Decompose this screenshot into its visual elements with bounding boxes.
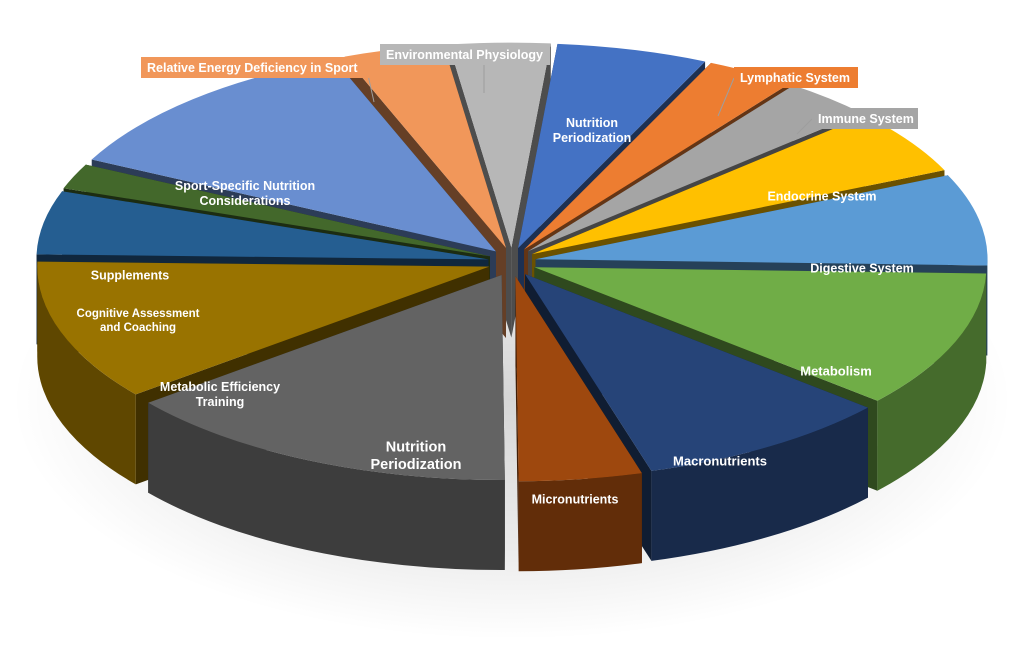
slice-label-relative-energy-deficiency-in-sport-13: Relative Energy Deficiency in Sport <box>147 61 358 75</box>
slice-label-macronutrients-6: Macronutrients <box>673 454 767 469</box>
slice-digestive-system-4 <box>535 175 988 266</box>
slice-label-nutrition-periodization-0: Nutrition Periodization <box>553 116 631 145</box>
slice-immune-system-2 <box>527 85 862 252</box>
slice-label-supplements-11: Supplements <box>91 268 170 282</box>
slice-metabolic-efficiency-training-9 <box>37 261 490 395</box>
slice-outer-wall-metabolism-5-0 <box>877 273 987 491</box>
callout-box-relative-energy-deficiency-in-sport-13 <box>141 57 369 78</box>
slice-supplements-11 <box>63 164 490 257</box>
leader-line-relative-energy-deficiency-in-sport-13 <box>367 74 375 103</box>
slice-label-sport-specific-nutrition-considerations-12: Sport-Specific Nutrition Considerations <box>175 179 315 208</box>
slice-label-cognitive-assessment-and-coaching-10: Cognitive Assessment and Coaching <box>77 308 200 334</box>
slice-outer-wall-macronutrients-6-0 <box>651 407 868 561</box>
slice-relative-energy-deficiency-in-sport-13 <box>344 45 507 249</box>
slice-label-digestive-system-4: Digestive System <box>810 261 914 275</box>
slice-label-micronutrients-7: Micronutrients <box>532 492 619 506</box>
slice-label-environmental-physiology-14: Environmental Physiology <box>386 48 543 62</box>
slice-label-nutrition-periodization-8: Nutrition Periodization <box>370 439 461 472</box>
slice-macronutrients-6 <box>525 274 868 471</box>
slice-label-immune-system-2: Immune System <box>818 112 914 126</box>
slice-outer-wall-metabolic-efficiency-training-9-0 <box>37 266 136 485</box>
slice-outer-wall-nutrition-periodization-8-0 <box>148 402 505 570</box>
slice-sport-specific-nutrition-considerations-12 <box>91 59 496 252</box>
slice-metabolism-5 <box>534 267 987 401</box>
slice-label-lymphatic-system-1: Lymphatic System <box>740 71 850 85</box>
callout-box-lymphatic-system-1 <box>734 67 858 88</box>
slice-nutrition-periodization-0 <box>518 43 706 249</box>
leader-line-immune-system-2 <box>796 118 813 135</box>
slice-environmental-physiology-14 <box>448 42 551 248</box>
slice-endocrine-system-3 <box>532 115 945 255</box>
slice-label-metabolism-5: Metabolism <box>800 364 872 379</box>
callout-box-environmental-physiology-14 <box>380 44 550 65</box>
slice-wall-micronutrients-7-1 <box>515 276 519 572</box>
slice-labels: Nutrition Periodization Lymphatic System Im… <box>77 44 918 506</box>
slice-tops <box>36 42 988 482</box>
slice-label-endocrine-system-3: Endocrine System <box>767 189 876 203</box>
leader-line-lymphatic-system-1 <box>717 77 735 117</box>
slice-micronutrients-7 <box>515 276 642 482</box>
slice-nutrition-periodization-8 <box>148 274 505 480</box>
slice-label-metabolic-efficiency-training-9: Metabolic Efficiency Training <box>160 380 280 409</box>
slice-lymphatic-system-1 <box>524 62 790 250</box>
slice-outer-wall-micronutrients-7-0 <box>518 473 642 572</box>
slice-cognitive-assessment-and-coaching-10 <box>36 191 489 260</box>
callout-box-immune-system-2 <box>812 108 918 129</box>
